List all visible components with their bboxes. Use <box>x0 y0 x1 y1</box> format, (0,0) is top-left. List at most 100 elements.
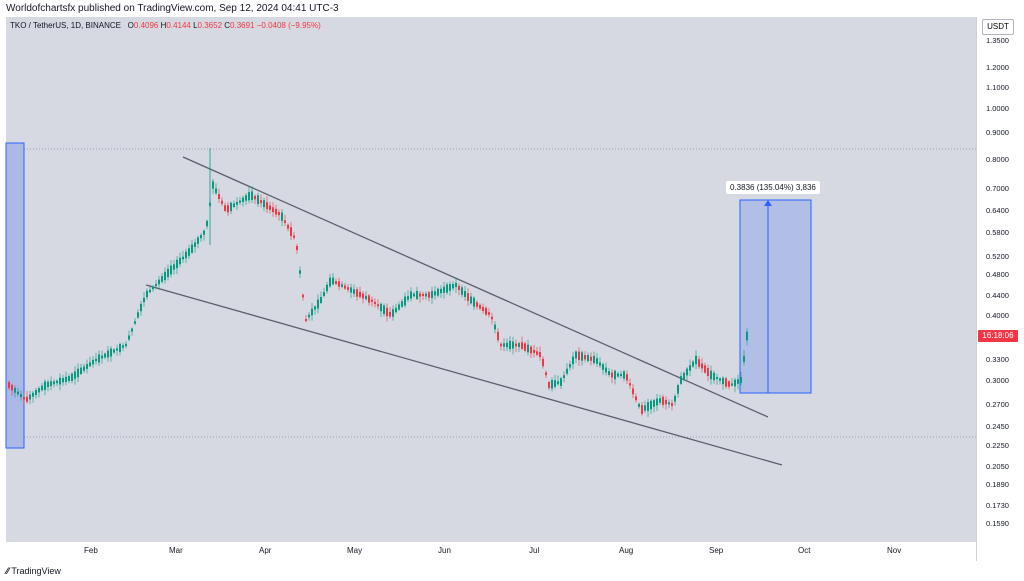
candle-body <box>230 202 232 212</box>
candle-body <box>656 398 658 406</box>
candle-body <box>587 355 589 361</box>
candle-body <box>308 314 310 318</box>
candle-body <box>614 370 616 380</box>
candle-body <box>32 392 34 397</box>
candle-body <box>146 290 148 298</box>
candle-body <box>443 286 445 293</box>
candle-body <box>647 402 649 411</box>
time-axis-label: Jun <box>438 546 451 555</box>
candle-body <box>158 279 160 285</box>
symbol-legend: TKO / TetherUS, 1D, BINANCE O0.4096 H0.4… <box>10 21 321 30</box>
price-axis-label: 1.2000 <box>986 63 1009 72</box>
candle-body <box>590 356 592 361</box>
candle-body <box>482 307 484 311</box>
candle-body <box>383 305 385 315</box>
candle-body <box>683 372 685 380</box>
candle-body <box>8 382 10 388</box>
candle-body <box>227 205 229 213</box>
price-axis-label: 0.2450 <box>986 422 1009 431</box>
currency-button[interactable]: USDT <box>982 19 1014 35</box>
price-axis-label: 0.8000 <box>986 155 1009 164</box>
candle-body <box>41 385 43 391</box>
candle-body <box>410 291 412 299</box>
candle-body <box>494 324 496 330</box>
left-range-box[interactable] <box>5 142 25 449</box>
candle-body <box>485 307 487 315</box>
candle-body <box>413 293 415 297</box>
candle-body <box>554 380 556 387</box>
candle-body <box>596 358 598 364</box>
candle-body <box>239 200 241 203</box>
candle-body <box>404 296 406 306</box>
candle-body <box>62 378 64 383</box>
candle-body <box>296 245 298 251</box>
candle-body <box>539 351 541 358</box>
candle-body <box>287 224 289 229</box>
candle-body <box>44 381 46 390</box>
candle-body <box>434 291 436 296</box>
candle-body <box>518 343 520 347</box>
symbol-title[interactable]: TKO / TetherUS, 1D, BINANCE <box>10 21 121 30</box>
price-axis-label: 0.6400 <box>986 206 1009 215</box>
candle-body <box>419 293 421 297</box>
wedge-upper-trendline[interactable] <box>182 156 769 418</box>
candle-body <box>359 291 361 298</box>
candle-body <box>161 276 163 282</box>
candle-body <box>449 284 451 291</box>
candle-body <box>725 378 727 387</box>
candle-body <box>398 304 400 310</box>
candle-body <box>266 202 268 210</box>
measure-box[interactable] <box>739 199 812 394</box>
candle-body <box>374 301 376 305</box>
candle-body <box>635 396 637 401</box>
candle-body <box>281 212 283 221</box>
publisher-line: Worldofchartsfx published on TradingView… <box>6 3 339 14</box>
price-axis[interactable] <box>976 17 1024 561</box>
candle-body <box>11 384 13 391</box>
price-axis-label: 0.9000 <box>986 128 1009 137</box>
candle-body <box>224 205 226 211</box>
candle-body <box>155 283 157 287</box>
high-label: H <box>160 21 167 30</box>
candle-body <box>401 301 403 307</box>
candle-body <box>248 192 250 201</box>
candle-body <box>659 398 661 403</box>
candle-body <box>452 284 454 289</box>
time-axis[interactable] <box>6 542 976 561</box>
candle-body <box>254 195 256 200</box>
candle-body <box>269 205 271 210</box>
change-value: −0.0408 (−9.95%) <box>256 21 321 30</box>
candle-body <box>671 403 673 407</box>
candle-body <box>476 302 478 307</box>
candle-body <box>551 379 553 389</box>
candle-body <box>149 289 151 293</box>
low-value: 0.3652 <box>197 21 223 30</box>
candle-body <box>620 373 622 377</box>
candle-body <box>665 399 667 405</box>
candle-body <box>194 242 196 247</box>
candle-body <box>743 355 745 363</box>
candle-body <box>17 391 19 395</box>
candle-body <box>497 331 499 341</box>
candle-body <box>38 388 40 393</box>
wedge-lower-trendline[interactable] <box>145 284 783 466</box>
candle-body <box>611 372 613 378</box>
candle-body <box>317 299 319 309</box>
candle-body <box>131 328 133 332</box>
time-axis-label: Oct <box>798 546 811 555</box>
candle-body <box>263 200 265 208</box>
candle-body <box>623 371 625 379</box>
candle-body <box>170 265 172 275</box>
candle-body <box>20 394 22 398</box>
candle-body <box>275 208 277 215</box>
time-axis-label: Apr <box>259 546 272 555</box>
candle-body <box>203 230 205 235</box>
chart-plot-area[interactable] <box>6 17 976 542</box>
candle-body <box>545 372 547 376</box>
price-axis-label: 0.2700 <box>986 400 1009 409</box>
candle-body <box>467 293 469 301</box>
candle-body <box>104 353 106 358</box>
candle-body <box>326 284 328 292</box>
tradingview-footer: ⁄⁄ TradingView <box>6 566 61 576</box>
